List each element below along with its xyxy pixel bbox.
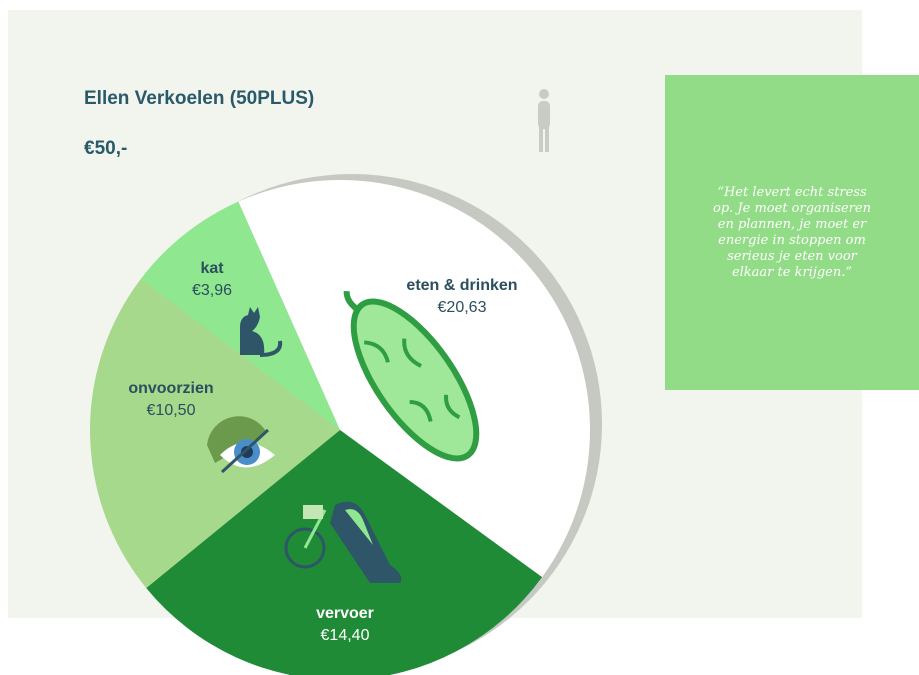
- slice-value-label: €14,40: [321, 627, 370, 644]
- quote-text: “Het levert echt stress op. Je moet orga…: [713, 184, 871, 280]
- pie-slice: [140, 201, 340, 430]
- chart-subtitle: €50,-: [84, 138, 127, 159]
- chart-title: Ellen Verkoelen (50PLUS): [84, 88, 314, 109]
- slice-value-label: €20,63: [438, 299, 487, 316]
- slice-value-label: €3,96: [192, 282, 232, 299]
- slice-label: eten & drinken: [406, 277, 517, 294]
- icons: [207, 291, 480, 583]
- slice-label: kat: [200, 260, 224, 277]
- slice-label: onvoorzien: [128, 380, 213, 397]
- slice-label: vervoer: [316, 605, 374, 622]
- slice-value-label: €10,50: [147, 402, 196, 419]
- pie-slice: [146, 430, 543, 675]
- person-icon: [538, 89, 550, 152]
- quote-box: “Het levert echt stress op. Je moet orga…: [665, 75, 919, 390]
